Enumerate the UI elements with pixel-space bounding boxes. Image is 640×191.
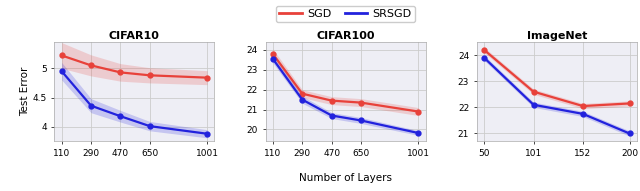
SGD <box>357 101 365 104</box>
Line: SGD: SGD <box>60 53 209 80</box>
SRSGD <box>415 132 422 134</box>
SGD <box>87 64 95 66</box>
SGD <box>328 100 335 102</box>
SGD <box>269 53 276 55</box>
SGD <box>626 102 634 105</box>
SGD <box>116 71 124 74</box>
Title: CIFAR100: CIFAR100 <box>316 31 375 41</box>
SRSGD <box>269 58 276 60</box>
SRSGD <box>146 125 154 127</box>
SRSGD <box>530 104 538 106</box>
SRSGD <box>480 57 488 59</box>
SRSGD <box>626 132 634 135</box>
SRSGD <box>87 104 95 107</box>
SRSGD <box>328 114 335 117</box>
SGD <box>415 110 422 113</box>
SRSGD <box>58 70 65 72</box>
SRSGD <box>204 133 211 135</box>
SGD <box>579 105 587 107</box>
SRSGD <box>357 119 365 122</box>
Y-axis label: Test Error: Test Error <box>20 67 29 116</box>
Text: Number of Layers: Number of Layers <box>299 173 392 183</box>
SRSGD <box>116 115 124 117</box>
SGD <box>146 74 154 76</box>
Line: SGD: SGD <box>271 52 420 114</box>
SGD <box>298 92 306 95</box>
SRSGD <box>298 99 306 101</box>
Title: ImageNet: ImageNet <box>527 31 587 41</box>
Line: SRSGD: SRSGD <box>271 57 420 135</box>
Line: SRSGD: SRSGD <box>60 69 209 136</box>
SGD <box>480 49 488 51</box>
Line: SRSGD: SRSGD <box>482 55 632 136</box>
SGD <box>58 54 65 57</box>
SGD <box>530 91 538 93</box>
Legend: SGD, SRSGD: SGD, SRSGD <box>276 6 415 22</box>
SRSGD <box>579 113 587 115</box>
Title: CIFAR10: CIFAR10 <box>109 31 160 41</box>
Line: SGD: SGD <box>482 47 632 108</box>
SGD <box>204 77 211 79</box>
